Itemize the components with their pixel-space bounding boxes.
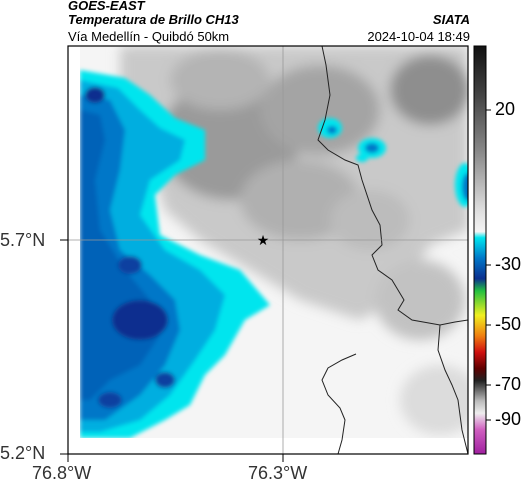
product-title: Temperatura de Brillo CH13 bbox=[68, 12, 239, 27]
colorbar-label: -70 bbox=[495, 374, 522, 394]
org-label: SIATA bbox=[432, 12, 470, 27]
lon-label-76-3: 76.3°W bbox=[248, 463, 308, 483]
colorbar-label: -90 bbox=[495, 409, 522, 429]
colorbar-label: 20 bbox=[495, 99, 516, 119]
datetime-label: 2024-10-04 18:49 bbox=[367, 29, 470, 44]
satellite-label: GOES-EAST bbox=[68, 0, 145, 13]
lat-label-5-7: 5.7°N bbox=[0, 230, 46, 250]
lat-label-5-2: 5.2°N bbox=[0, 443, 46, 463]
country-border bbox=[317, 46, 468, 454]
colorbar-label: -50 bbox=[495, 314, 522, 334]
colorbar-label: -30 bbox=[495, 254, 522, 274]
map-frame bbox=[67, 45, 469, 455]
lon-label-76-8: 76.8°W bbox=[32, 463, 92, 483]
colorbar-frame bbox=[473, 45, 487, 455]
location-star-icon: ★ bbox=[257, 233, 270, 249]
region-label: Vía Medellín - Quibdó 50km bbox=[68, 29, 230, 44]
colorbar bbox=[474, 46, 486, 454]
satellite-image bbox=[68, 46, 468, 454]
